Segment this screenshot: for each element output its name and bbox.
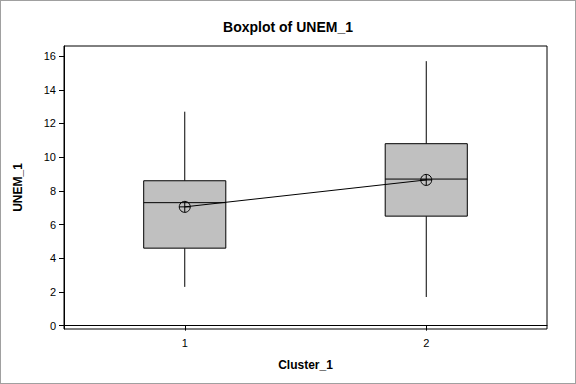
svg-text:2: 2	[423, 337, 429, 349]
svg-text:16: 16	[44, 50, 56, 62]
svg-text:UNEM_1: UNEM_1	[11, 163, 25, 212]
svg-text:Cluster_1: Cluster_1	[278, 358, 333, 372]
svg-text:1: 1	[182, 337, 188, 349]
svg-text:10: 10	[44, 151, 56, 163]
svg-text:Boxplot of UNEM_1: Boxplot of UNEM_1	[223, 19, 353, 35]
svg-text:12: 12	[44, 117, 56, 129]
svg-text:6: 6	[50, 219, 56, 231]
svg-text:8: 8	[50, 185, 56, 197]
svg-text:14: 14	[44, 84, 56, 96]
svg-text:0: 0	[50, 320, 56, 332]
svg-text:4: 4	[50, 252, 56, 264]
svg-text:2: 2	[50, 286, 56, 298]
